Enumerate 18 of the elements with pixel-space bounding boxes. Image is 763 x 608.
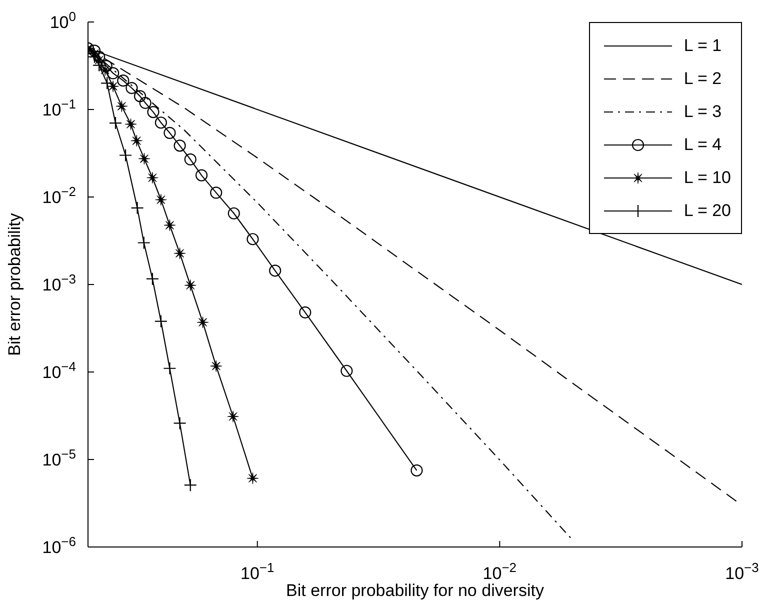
y-tick-label: 10$^{−1}$: [42, 96, 76, 120]
legend-label: L = 4: [684, 134, 722, 154]
legend-label: L = 1: [684, 36, 722, 56]
y-axis-title: Bit error probability: [5, 212, 24, 356]
y-tick-label: 10$^{−3}$: [42, 271, 76, 294]
x-tick-label: 10$^{−3}$: [725, 560, 759, 583]
y-tick-label: 10$^{−2}$: [42, 184, 76, 207]
y-tick-label: 10$^{−4}$: [42, 358, 76, 382]
y-tick-label: 10$^{−5}$: [42, 446, 76, 470]
x-tick-label: 10$^{−2}$: [482, 560, 517, 583]
y-tick-label: 10$^{0}$: [50, 8, 76, 32]
legend-label: L = 2: [684, 68, 722, 88]
legend-label: L = 3: [684, 102, 722, 122]
x-axis-title: Bit error probability for no diversity: [286, 581, 544, 600]
y-tick-label: 10$^{−6}$: [42, 534, 76, 557]
x-tick-label: 10$^{−1}$: [240, 560, 274, 583]
legend-label: L = 10: [684, 168, 731, 188]
legend-label: L = 20: [684, 200, 731, 220]
